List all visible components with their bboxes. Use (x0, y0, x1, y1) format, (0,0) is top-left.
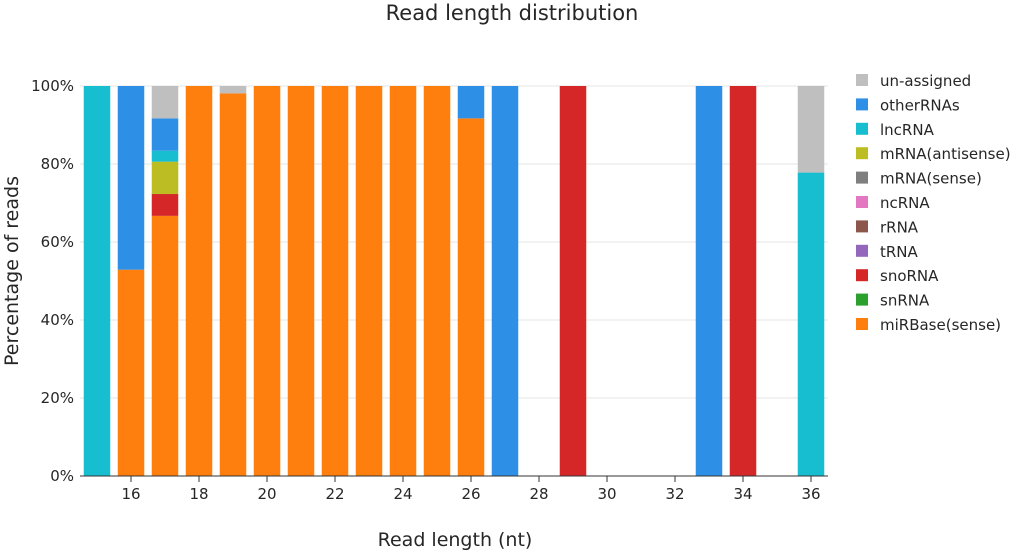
bar-segment (219, 86, 247, 94)
y-axis-label: Percentage of reads (1, 176, 23, 366)
bar-segment (797, 86, 825, 173)
legend-label: ncRNA (880, 194, 930, 212)
bar-segment (559, 86, 587, 476)
legend-label: lncRNA (880, 121, 935, 139)
y-tick-label: 40% (41, 311, 74, 329)
bar-segment (457, 86, 485, 119)
bar-segment (151, 215, 179, 476)
bar-segment (151, 161, 179, 195)
legend-swatch (856, 74, 868, 86)
bar-segment (287, 86, 315, 476)
legend-swatch (856, 293, 868, 306)
axes: 16 18 20 22 24 26 28 30 32 34 36 0% 20% 40% 60% 80% 100% (31, 77, 828, 503)
x-tick-label: 32 (665, 485, 684, 503)
x-axis-label: Read length (nt) (378, 529, 533, 551)
bar-segment (423, 86, 451, 476)
bar-segment (185, 86, 213, 476)
x-tick-label: 24 (393, 485, 412, 503)
x-tick-label: 18 (189, 485, 208, 503)
y-tick-label: 100% (31, 77, 74, 95)
bar-segment (389, 86, 417, 476)
bar-segment (117, 269, 145, 476)
legend-swatch (856, 220, 868, 233)
legend-swatch (856, 147, 868, 160)
legend-swatch (856, 244, 868, 257)
x-tick-label: 22 (325, 485, 344, 503)
legend-label: un-assigned (880, 72, 971, 90)
bar-segment (253, 86, 281, 476)
x-tick-label: 26 (461, 485, 480, 503)
bar-segment (151, 150, 179, 162)
legend-swatch (856, 318, 868, 330)
bars (83, 86, 825, 477)
legend-swatch (856, 98, 868, 111)
x-tick-label: 28 (529, 485, 548, 503)
x-tick-label: 34 (733, 485, 752, 503)
bar-segment (219, 93, 247, 476)
legend-label: mRNA(antisense) (880, 145, 1011, 163)
legend-swatch (856, 171, 868, 184)
bar-segment (729, 86, 757, 476)
y-tick-label: 0% (50, 467, 74, 485)
legend: un-assigned otherRNAs lncRNA mRNA(antisense… (856, 72, 1011, 334)
bar-segment (151, 118, 179, 151)
bar-segment (797, 172, 825, 476)
legend-label: tRNA (880, 243, 919, 261)
chart-title: Read length distribution (386, 1, 639, 25)
legend-label: rRNA (880, 218, 919, 236)
legend-label: miRBase(sense) (880, 316, 1001, 334)
bar-segment (151, 86, 179, 119)
bar-segment (83, 86, 111, 476)
x-tick-label: 36 (801, 485, 820, 503)
legend-swatch (856, 269, 868, 282)
bar-segment (695, 86, 723, 476)
bar-segment (457, 118, 485, 477)
legend-label: mRNA(sense) (880, 170, 982, 188)
y-tick-label: 20% (41, 389, 74, 407)
x-tick-label: 30 (597, 485, 616, 503)
bar-segment (321, 86, 349, 476)
legend-label: snoRNA (880, 267, 939, 285)
legend-label: otherRNAs (880, 96, 960, 114)
bar-segment (355, 86, 383, 476)
bar-segment (151, 194, 179, 216)
legend-swatch (856, 196, 868, 208)
legend-swatch (856, 122, 868, 135)
bar-segment (117, 86, 145, 270)
bar-segment (491, 86, 519, 476)
y-tick-label: 80% (41, 155, 74, 173)
legend-label: snRNA (880, 292, 930, 310)
y-tick-label: 60% (41, 233, 74, 251)
x-tick-label: 20 (257, 485, 276, 503)
x-tick-label: 16 (121, 485, 140, 503)
